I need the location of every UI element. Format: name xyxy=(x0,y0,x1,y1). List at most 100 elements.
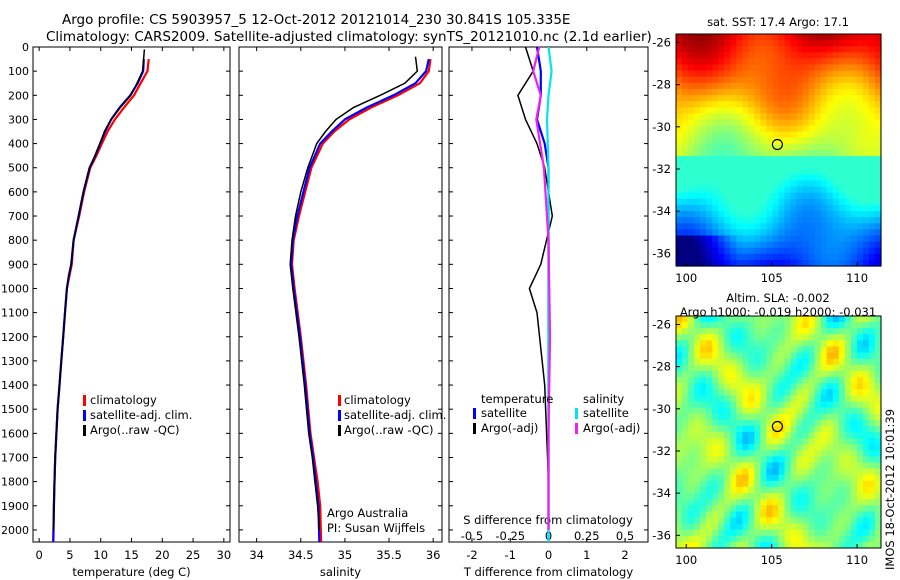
map-cell xyxy=(742,474,749,482)
map-cell xyxy=(694,58,701,66)
map-cell xyxy=(730,253,737,261)
map-cell xyxy=(694,46,701,53)
map-cell xyxy=(760,168,767,175)
map-cell xyxy=(772,480,780,488)
map-cell xyxy=(856,143,864,151)
map-cell xyxy=(796,174,804,182)
map-cell xyxy=(844,413,852,421)
map-cell xyxy=(856,88,864,96)
map-cell xyxy=(772,52,780,59)
map-cell xyxy=(868,438,876,445)
map-cell xyxy=(808,493,816,500)
map-cell xyxy=(832,334,840,341)
map-cell xyxy=(718,125,725,133)
map-cell xyxy=(814,70,822,78)
map-cell xyxy=(784,328,792,335)
map-cell xyxy=(760,438,767,445)
map-cell xyxy=(850,137,858,145)
map-cell xyxy=(724,541,731,549)
lon-tick-label: 105 xyxy=(761,271,783,285)
map-cell xyxy=(875,180,882,188)
map-cell xyxy=(748,413,755,421)
map-cell xyxy=(730,52,737,59)
map-cell xyxy=(778,401,786,409)
map-cell xyxy=(766,156,773,163)
map-cell xyxy=(676,340,683,348)
map-cell xyxy=(730,156,737,163)
map-cell xyxy=(694,364,701,372)
map-cell xyxy=(838,529,846,537)
map-cell xyxy=(730,432,737,439)
map-cell xyxy=(748,322,755,329)
map-cell xyxy=(814,119,822,127)
map-cell xyxy=(676,407,683,415)
map-cell xyxy=(718,186,725,194)
map-cell xyxy=(850,125,858,133)
map-cell xyxy=(838,235,846,243)
map-cell xyxy=(826,413,834,421)
map-cell xyxy=(766,186,773,194)
map-cell xyxy=(820,125,828,133)
map-cell xyxy=(760,316,767,323)
map-cell xyxy=(820,174,828,182)
map-cell xyxy=(700,425,707,433)
map-cell xyxy=(736,58,743,66)
map-cell xyxy=(820,70,828,78)
map-cell xyxy=(808,322,816,329)
map-cell xyxy=(742,370,749,378)
map-cell xyxy=(700,180,707,188)
map-cell xyxy=(748,383,755,390)
map-cell xyxy=(820,370,828,378)
map-cell xyxy=(742,241,749,249)
map-cell xyxy=(682,107,689,114)
map-cell xyxy=(748,82,755,90)
map-cell xyxy=(875,217,882,224)
map-cell xyxy=(718,113,725,121)
map-cell xyxy=(772,425,780,433)
map-cell xyxy=(875,377,882,384)
map-cell xyxy=(694,211,701,218)
map-cell xyxy=(838,401,846,409)
map-cell xyxy=(760,70,767,78)
map-cell xyxy=(814,125,822,133)
map-cell xyxy=(718,101,725,108)
legend-entry: satellite xyxy=(481,406,527,420)
map-cell xyxy=(682,419,689,427)
map-cell xyxy=(790,107,798,114)
map-cell xyxy=(772,419,780,427)
map-cell xyxy=(718,223,725,230)
map-cell xyxy=(748,247,755,255)
map-cell xyxy=(700,541,707,549)
map-cell xyxy=(766,541,773,549)
map-cell xyxy=(742,389,749,396)
map-cell xyxy=(730,511,737,519)
depth-tick-label: 900 xyxy=(8,258,29,271)
map-cell xyxy=(802,253,810,261)
map-cell xyxy=(724,370,731,378)
map-cell xyxy=(814,186,822,194)
map-cell xyxy=(808,40,816,47)
map-cell xyxy=(760,156,767,163)
map-cell xyxy=(862,131,870,139)
map-cell xyxy=(676,395,683,403)
map-cell xyxy=(718,474,725,482)
map-cell xyxy=(844,407,852,415)
map-cell xyxy=(790,322,798,329)
map-cell xyxy=(688,438,695,445)
map-cell xyxy=(706,40,713,47)
map-cell xyxy=(742,535,749,543)
map-cell xyxy=(706,499,713,506)
map-cell xyxy=(820,101,828,108)
map-cell xyxy=(682,468,689,476)
map-cell xyxy=(748,432,755,439)
map-cell xyxy=(875,235,882,243)
map-cell xyxy=(688,340,695,348)
map-cell xyxy=(754,88,761,96)
map-cell xyxy=(820,480,828,488)
map-cell xyxy=(850,174,858,182)
map-cell xyxy=(778,58,786,66)
map-cell xyxy=(724,535,731,543)
map-cell xyxy=(730,46,737,53)
map-cell xyxy=(772,198,780,206)
map-cell xyxy=(850,505,858,512)
